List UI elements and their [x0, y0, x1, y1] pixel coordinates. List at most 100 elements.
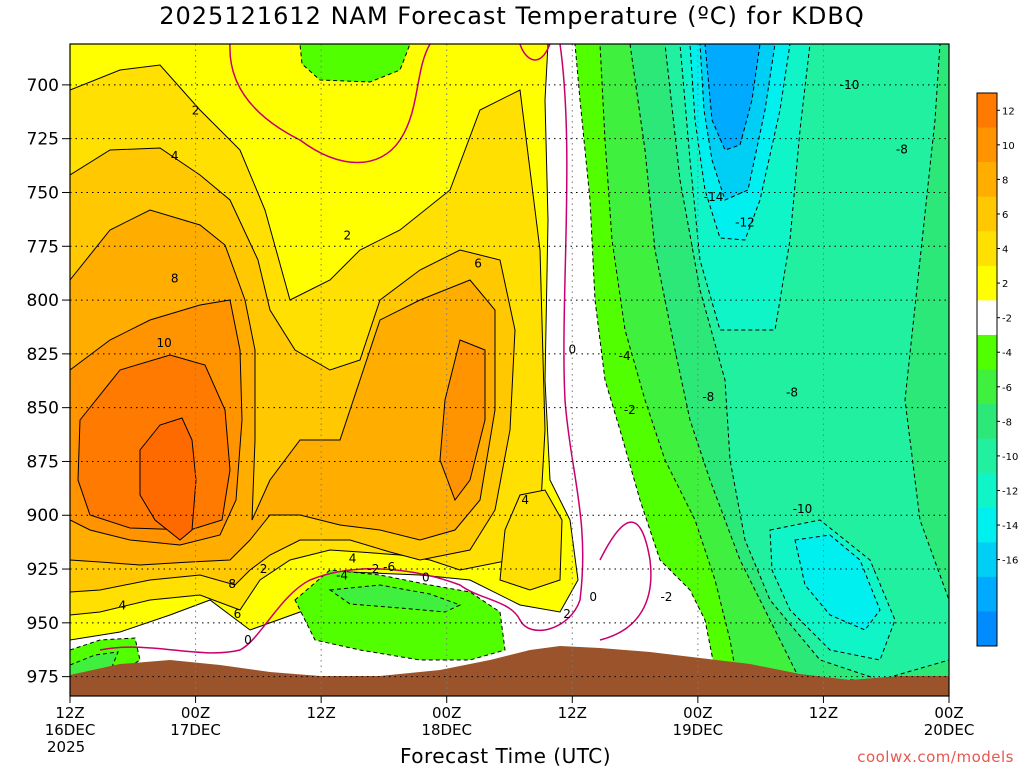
- colorbar-segment: [977, 611, 997, 647]
- colorbar: 12 10 8 6 4 2 -2 -4 -6 -8 -10 -12 -14 -16: [976, 92, 1018, 647]
- colorbar-segment: [977, 334, 997, 370]
- colorbar-label: -12: [1002, 486, 1018, 497]
- contour-label: 0: [244, 633, 252, 647]
- contour-label: -8: [702, 390, 714, 404]
- grid: [69, 44, 950, 696]
- colorbar-segment: [977, 93, 997, 129]
- chart-title: 2025121612 NAM Forecast Temperature (ºC)…: [159, 2, 865, 30]
- contour-label: -2: [367, 562, 379, 576]
- x-tick-label: 20DEC: [924, 721, 975, 739]
- colorbar-frame: [976, 92, 998, 647]
- colorbar-segment: [977, 162, 997, 198]
- cold-region-minus14-b: [794, 534, 881, 631]
- contour-label: 2: [343, 229, 351, 243]
- y-tick-label: 700: [27, 76, 59, 96]
- colorbar-segment: [977, 404, 997, 440]
- colorbar-segment: [977, 231, 997, 267]
- x-tick-label: 18DEC: [421, 721, 472, 739]
- warm-region-14c: [139, 417, 197, 541]
- colorbar-label: 12: [1002, 106, 1015, 117]
- contour-label: 2: [192, 104, 200, 118]
- contour-label: 2: [260, 562, 268, 576]
- plot-frame: [69, 43, 950, 697]
- colorbar-label: -2: [1002, 314, 1012, 325]
- contour-label: 6: [234, 607, 242, 621]
- x-tick-label: 00Z: [181, 704, 210, 722]
- contour-label: 0: [422, 571, 430, 585]
- x-tick-label: 2025: [47, 738, 85, 756]
- contour-label: -6: [383, 560, 395, 574]
- y-tick-label: 725: [27, 130, 59, 150]
- colorbar-segment: [977, 369, 997, 405]
- cold-region-minus18: [704, 44, 761, 151]
- contour-label: -8: [896, 142, 908, 156]
- colorbar-segment: [977, 265, 997, 301]
- contour-label: -14: [704, 190, 724, 204]
- colorbar-label: 8: [1002, 175, 1008, 186]
- colorbar-label: -4: [1002, 348, 1012, 359]
- warm-region-10c-b: [439, 339, 486, 502]
- contour-label: 0: [589, 590, 597, 604]
- y-tick-label: 825: [27, 345, 59, 365]
- y-tick-label: 900: [27, 506, 59, 526]
- contour-label: 4: [521, 493, 529, 507]
- credit-link[interactable]: coolwx.com/models: [857, 748, 1014, 766]
- contour-label: -2: [660, 590, 672, 604]
- colorbar-label: -10: [1002, 452, 1018, 463]
- y-tick-label: 800: [27, 291, 59, 311]
- x-axis-label: Forecast Time (UTC): [400, 744, 612, 768]
- y-tick-label: 950: [27, 614, 59, 634]
- x-tick-label: 00Z: [934, 704, 963, 722]
- contour-label: 4: [119, 599, 127, 613]
- colorbar-label: 2: [1002, 279, 1008, 290]
- colorbar-segment: [977, 438, 997, 474]
- colorbar-segment: [977, 196, 997, 232]
- cold-region-northwest: [299, 44, 411, 83]
- contour-label: 4: [349, 551, 357, 565]
- x-tick-label: 17DEC: [170, 721, 221, 739]
- contour-label: -10: [793, 502, 813, 516]
- y-tick-label: 975: [27, 668, 59, 688]
- colorbar-label: -8: [1002, 417, 1012, 428]
- contour-label: -2: [624, 403, 636, 417]
- freezing-line-nw: [519, 44, 551, 61]
- x-tick-label: 12Z: [809, 704, 838, 722]
- y-tick-label: 775: [27, 237, 59, 257]
- contour-label: -8: [786, 386, 798, 400]
- x-tick-label: 12Z: [55, 704, 84, 722]
- freezing-line-north: [229, 44, 431, 164]
- y-tick-label: 875: [27, 452, 59, 472]
- x-tick-label: 12Z: [558, 704, 587, 722]
- freezing-line-south: [599, 521, 652, 641]
- colorbar-segment: [977, 507, 997, 543]
- contour-label: 10: [157, 336, 172, 350]
- x-tick-label: 12Z: [306, 704, 335, 722]
- terrain: [70, 646, 949, 696]
- x-tick-label: 00Z: [683, 704, 712, 722]
- contour-label: 8: [228, 577, 236, 591]
- colorbar-segment: [977, 542, 997, 578]
- y-tick-label: 850: [27, 399, 59, 419]
- colorbar-segment: [977, 473, 997, 509]
- colorbar-segment: [977, 300, 997, 336]
- colorbar-segment: [977, 127, 997, 163]
- colorbar-label: 10: [1002, 141, 1015, 152]
- contour-label: 6: [474, 256, 482, 270]
- contour-label: 8: [171, 272, 179, 286]
- colorbar-label: 6: [1002, 210, 1008, 221]
- y-tick-label: 925: [27, 560, 59, 580]
- x-tick-label: 16DEC: [45, 721, 96, 739]
- temperature-field: [70, 44, 949, 696]
- colorbar-label: -6: [1002, 383, 1012, 394]
- colorbar-label: -16: [1002, 556, 1018, 567]
- freezing-line: [99, 44, 584, 654]
- contour-label: -12: [735, 216, 755, 230]
- x-tick-label: 19DEC: [673, 721, 724, 739]
- contour-label: -10: [840, 78, 860, 92]
- colorbar-label: 4: [1002, 245, 1008, 256]
- contour-label: 2: [563, 607, 571, 621]
- contour-label: -4: [336, 568, 348, 582]
